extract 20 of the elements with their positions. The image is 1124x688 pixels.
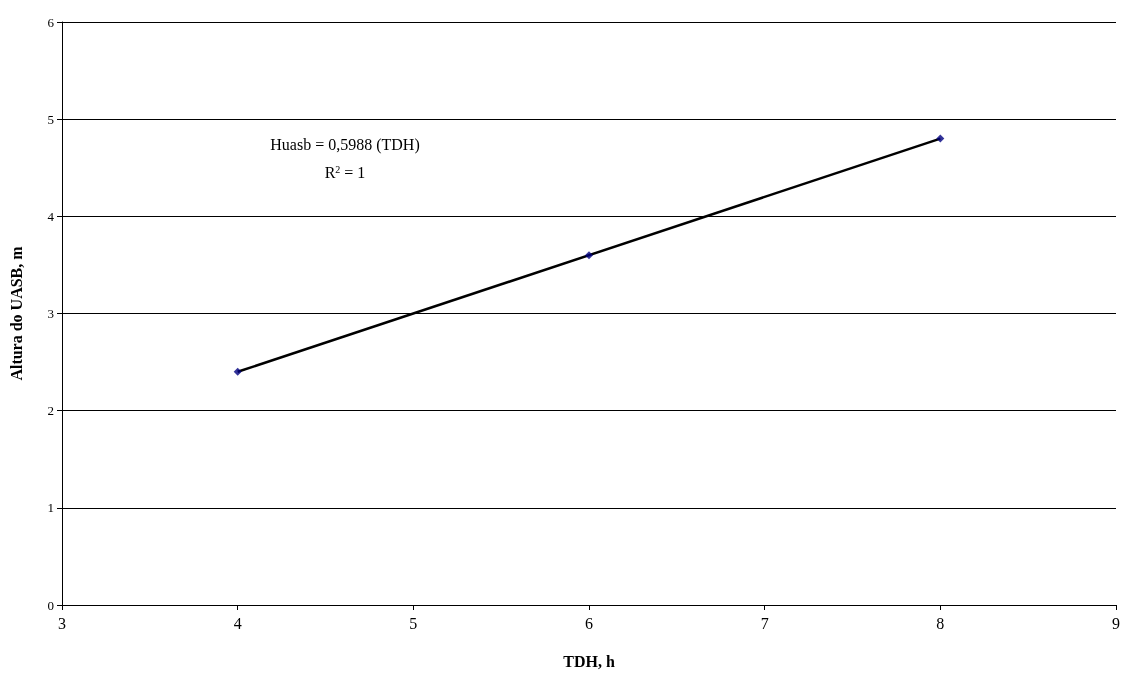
x-tick-label: 8 (936, 614, 945, 632)
point (936, 134, 945, 143)
x-axis-title: TDH, h (563, 652, 615, 670)
x-tick-label: 4 (233, 614, 242, 632)
x-tick-label: 6 (585, 614, 593, 632)
y-tick-label: 6 (47, 14, 55, 30)
y-tick-label: 1 (47, 500, 54, 516)
y-tick-label: 2 (47, 403, 54, 419)
x-tick-label: 7 (760, 614, 769, 632)
x-tick-label: 5 (409, 614, 418, 632)
x-tick-label: 3 (58, 614, 66, 632)
y-tick-label: 3 (47, 306, 54, 321)
annotation: Huasb = 0,5988 (TDH) (270, 135, 420, 154)
y-tick-label: 4 (47, 208, 55, 224)
x-tick-label: 9 (1112, 614, 1120, 632)
point (233, 367, 242, 376)
y-tick-label: 5 (47, 111, 54, 127)
point (585, 251, 593, 260)
y-tick-label: 0 (47, 597, 54, 613)
y-axis-title: Altura do UASB, m (7, 245, 25, 381)
